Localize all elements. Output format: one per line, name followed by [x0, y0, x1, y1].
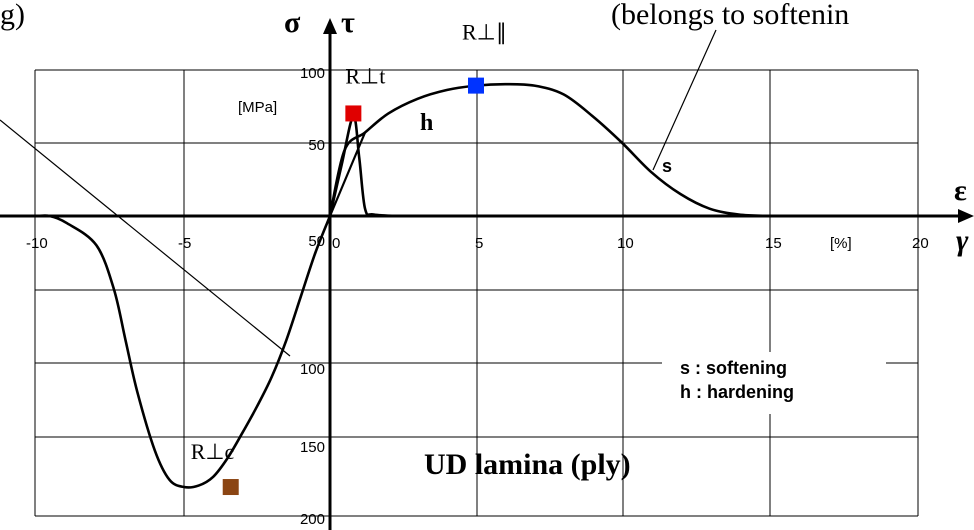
series-line: [37, 214, 332, 489]
y-axis-symbol-tau: τ: [341, 6, 355, 39]
x-tick-label: -10: [26, 235, 48, 252]
y-axis-symbol-sigma: σ: [284, 6, 301, 39]
x-unit-label: [%]: [830, 235, 852, 252]
marker-label: R⊥∥: [462, 20, 507, 45]
x-tick-label: 10: [617, 235, 634, 252]
curve-label-s: s: [662, 156, 672, 176]
y-tick-label: 100: [300, 65, 325, 82]
leader-line-left: [0, 119, 291, 357]
curves: [37, 82, 769, 489]
data-marker: [345, 105, 362, 122]
secant-line: [328, 132, 367, 217]
x-axis-symbol-epsilon: ε: [954, 174, 967, 207]
y-unit-label: [MPa]: [238, 99, 277, 116]
axes: [0, 18, 974, 530]
x-tick-label: 5: [475, 235, 483, 252]
data-marker: [222, 479, 239, 496]
x-axis-arrow: [958, 209, 974, 223]
legend-box: [662, 352, 886, 414]
leader-line-right: [652, 29, 717, 171]
annotation-top-right: (belongs to softenin: [611, 0, 849, 31]
legend-line-softening: s : softening: [680, 358, 787, 378]
y-tick-label: 150: [300, 439, 325, 456]
y-tick-label: 200: [300, 511, 325, 528]
annotation-top-left: g): [0, 0, 25, 31]
x-tick-label: 15: [765, 235, 782, 252]
legend-line-hardening: h : hardening: [680, 382, 794, 402]
series-line: [328, 115, 404, 218]
data-marker: [468, 77, 484, 94]
chart-title: UD lamina (ply): [424, 448, 631, 481]
series-line: [328, 82, 769, 218]
x-tick-label: -5: [178, 235, 191, 252]
x-axis-symbol-gamma: γ: [956, 224, 969, 257]
marker-label: R⊥t: [345, 63, 385, 88]
x-tick-label: 20: [912, 235, 929, 252]
markers: R⊥t R⊥∥ R⊥c: [191, 20, 507, 496]
y-tick-label: 50: [308, 137, 325, 154]
x-tick-label: 0: [332, 235, 340, 252]
y-axis-arrow: [323, 18, 337, 34]
y-tick-label: 100: [300, 361, 325, 378]
curve-label-h: h: [420, 110, 433, 136]
marker-label: R⊥c: [191, 439, 235, 464]
